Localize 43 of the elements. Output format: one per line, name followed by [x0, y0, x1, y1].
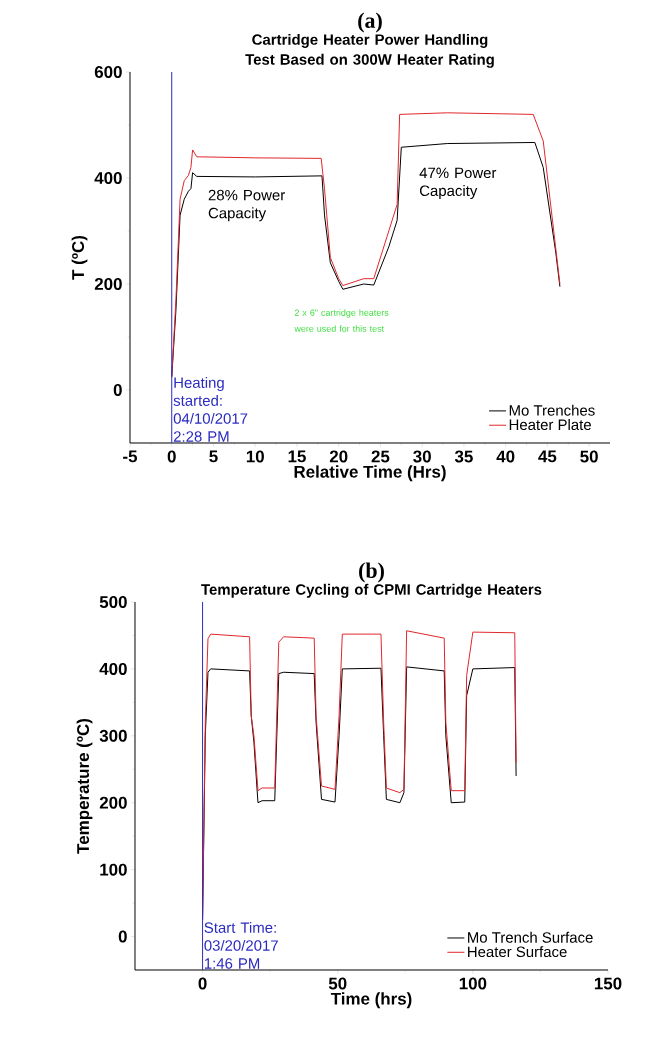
chart-subtitle: Temperature Cycling of CPMI Cartridge Heaters [201, 583, 542, 598]
x-tick-label: 25 [371, 450, 390, 463]
annotation: Heating started: 04/10/2017 2:28 PM [173, 377, 248, 442]
x-tick-label: 10 [246, 450, 264, 463]
y-tick-label: 600 [94, 65, 122, 78]
y-tick-label: 100 [100, 863, 127, 876]
y-tick-label: 0 [113, 383, 122, 396]
x-axis-title: Time (hrs) [330, 992, 412, 1009]
x-tick-label: -5 [123, 450, 138, 463]
x-tick-label: 50 [328, 977, 347, 990]
chart-subtitle: Cartridge Heater Power Handling Test Based on 300W Heater Rating [245, 33, 494, 68]
x-tick-label: 50 [580, 450, 598, 463]
y-tick-label: 400 [94, 171, 122, 184]
x-tick-label: 150 [594, 977, 622, 990]
x-tick-label: 0 [167, 450, 176, 463]
x-tick-label: 35 [454, 450, 473, 463]
x-tick-label: 0 [198, 977, 207, 990]
x-tick-label: 30 [413, 450, 431, 463]
y-tick-label: 300 [99, 729, 127, 742]
legend-label: Heater Surface [468, 946, 567, 958]
x-tick-label: 20 [329, 450, 348, 463]
chart-title: (b) [359, 562, 384, 583]
y-tick-label: 400 [99, 662, 127, 675]
x-tick-label: 5 [209, 450, 218, 463]
y-axis-title: T (ºC) [71, 235, 88, 280]
y-tick-label: 200 [94, 277, 122, 290]
y-tick-label: 0 [118, 930, 127, 943]
annotation: 2 x 6" cartridge heaters were used for this test [294, 309, 389, 332]
y-tick-label: 200 [99, 796, 127, 809]
legend-label: Mo Trench Surface [468, 931, 593, 943]
x-tick-label: 15 [288, 450, 306, 463]
x-tick-label: 100 [459, 977, 487, 990]
legend-label: Mo Trenches [509, 404, 595, 416]
annotation: 28% Power Capacity [208, 189, 285, 222]
x-tick-label: 40 [496, 450, 515, 463]
annotation: 47% Power Capacity [419, 167, 497, 199]
legend-label: Heater Plate [509, 419, 591, 431]
y-axis-title: Temperature (ºC) [76, 719, 93, 854]
x-tick-label: 45 [538, 450, 557, 463]
chart-title: (a) [358, 12, 382, 33]
annotation: Start Time: 03/20/2017 1:46 PM [204, 921, 278, 969]
x-axis-title: Relative Time (Hrs) [294, 465, 446, 482]
y-tick-label: 500 [99, 596, 127, 608]
